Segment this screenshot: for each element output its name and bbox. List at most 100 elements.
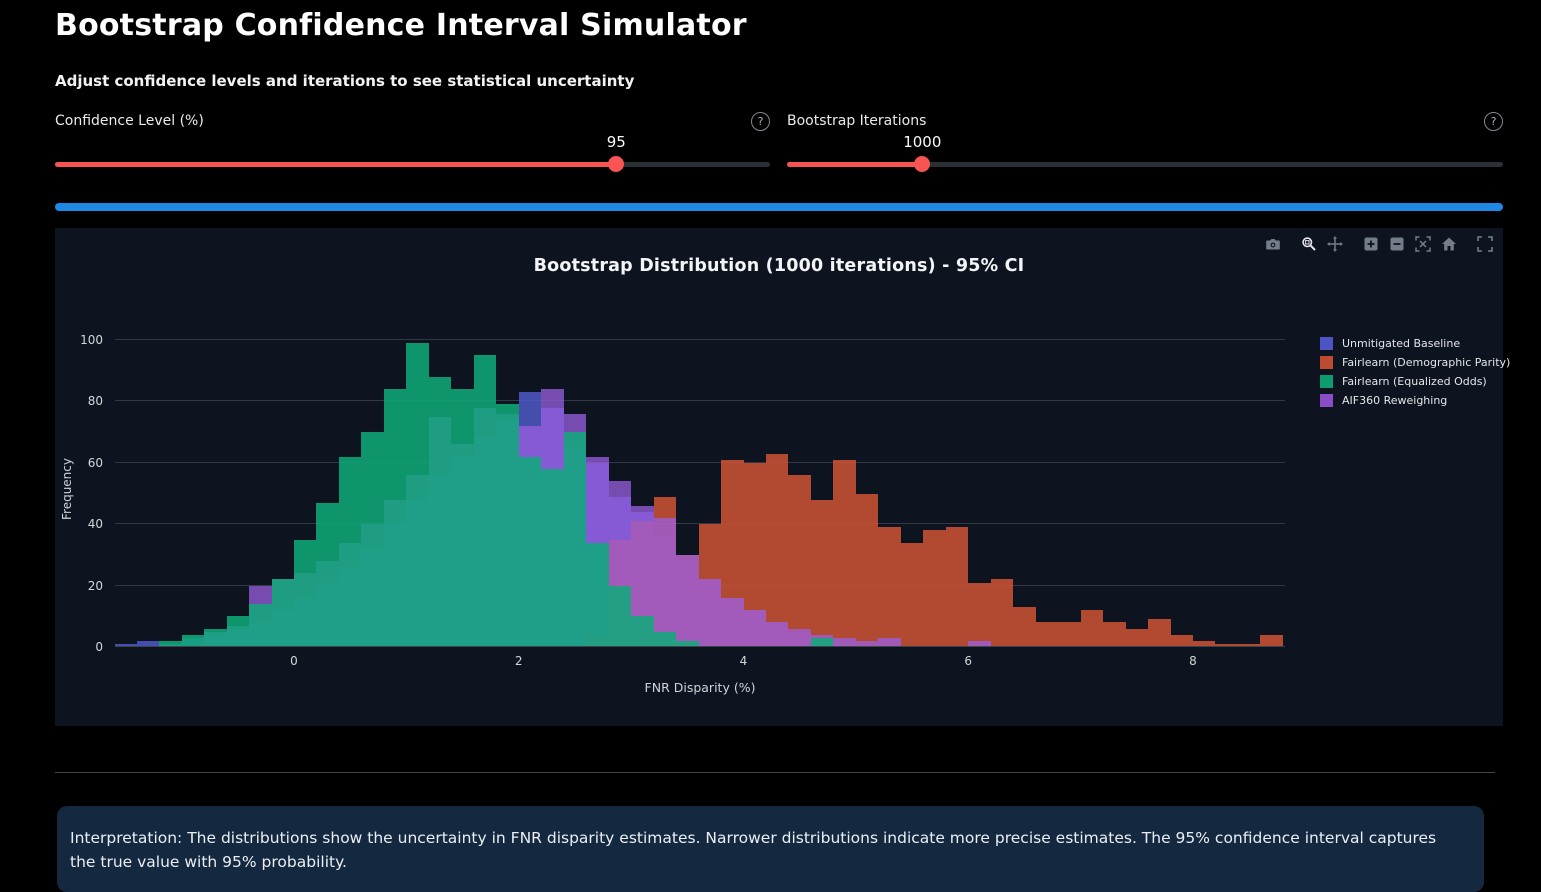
bar-fairlearn-demographic-parity- (1035, 622, 1059, 647)
bar-fairlearn-demographic-parity- (810, 499, 834, 647)
bar-fairlearn-demographic-parity- (1260, 634, 1283, 647)
slider-thumb[interactable] (914, 156, 931, 172)
confidence-level-label: Confidence Level (%) (55, 113, 204, 129)
legend-label: Unmitigated Baseline (1342, 337, 1461, 350)
bar-fairlearn-demographic-parity- (833, 459, 856, 647)
bar-fairlearn-equalized-odds- (181, 634, 205, 647)
y-tick-label: 0 (95, 640, 103, 654)
gridline-y-80 (115, 400, 1285, 402)
bar-fairlearn-equalized-odds- (271, 579, 294, 647)
bar-aif360-reweighing (855, 640, 879, 647)
bar-fairlearn-equalized-odds- (204, 628, 227, 647)
bar-aif360-reweighing (631, 505, 654, 647)
bar-unmitigated-baseline (136, 640, 160, 647)
gridline-y-40 (115, 523, 1285, 525)
bar-fairlearn-equalized-odds- (563, 432, 587, 647)
fullscreen-icon[interactable] (1477, 236, 1493, 252)
bar-fairlearn-equalized-odds- (586, 542, 609, 647)
bootstrap-iterations-control: Bootstrap Iterations ? 1000 (787, 112, 1503, 180)
bar-fairlearn-demographic-parity- (1013, 607, 1036, 647)
bar-fairlearn-equalized-odds- (294, 539, 317, 647)
bar-fairlearn-demographic-parity- (765, 453, 789, 647)
pan-icon[interactable] (1327, 236, 1343, 252)
bar-fairlearn-demographic-parity- (855, 493, 879, 647)
bar-fairlearn-demographic-parity- (743, 462, 766, 647)
y-tick-label: 60 (87, 455, 103, 470)
bar-fairlearn-demographic-parity- (990, 579, 1014, 647)
bar-aif360-reweighing (765, 622, 789, 647)
bar-aif360-reweighing (653, 518, 677, 647)
y-tick-label: 40 (87, 517, 103, 532)
slider-fill (787, 162, 923, 167)
legend-label: AIF360 Reweighing (1342, 394, 1448, 407)
bar-fairlearn-equalized-odds- (428, 376, 452, 647)
bar-fairlearn-demographic-parity- (1058, 622, 1081, 647)
histogram-bars (115, 332, 1285, 647)
x-axis-ticks: 0 2 4 6 8 (115, 654, 1285, 670)
bar-fairlearn-demographic-parity- (1080, 610, 1104, 647)
chart-panel[interactable]: Bootstrap Distribution (1000 iterations)… (55, 228, 1510, 726)
zoom-out-icon[interactable] (1389, 236, 1405, 252)
bar-fairlearn-equalized-odds- (316, 502, 339, 647)
legend-item[interactable]: Fairlearn (Demographic Parity) (1320, 353, 1510, 372)
help-icon[interactable]: ? (1484, 112, 1503, 131)
x-axis-title: FNR Disparity (%) (644, 680, 756, 695)
y-axis-ticks: 0 20 40 60 80 100 (55, 332, 103, 654)
plot-area[interactable] (115, 332, 1285, 647)
bar-fairlearn-demographic-parity- (1103, 622, 1126, 647)
bar-fairlearn-demographic-parity- (1148, 619, 1171, 647)
x-tick-label: 6 (964, 654, 973, 668)
x-tick-label: 2 (514, 654, 523, 668)
bar-fairlearn-equalized-odds- (226, 616, 250, 647)
bar-aif360-reweighing (968, 640, 991, 647)
camera-icon[interactable] (1265, 236, 1281, 252)
chart-title: Bootstrap Distribution (1000 iterations)… (533, 256, 1025, 276)
chart-legend: Unmitigated Baseline Fairlearn (Demograph… (1320, 334, 1510, 410)
y-tick-label: 20 (87, 578, 103, 593)
autoscale-icon[interactable] (1415, 236, 1431, 252)
legend-item[interactable]: AIF360 Reweighing (1320, 391, 1510, 410)
bar-fairlearn-demographic-parity- (788, 475, 811, 647)
bar-unmitigated-baseline (115, 643, 137, 647)
bar-fairlearn-demographic-parity- (1215, 643, 1238, 647)
confidence-level-slider[interactable] (55, 156, 770, 172)
bootstrap-iterations-label: Bootstrap Iterations (787, 113, 927, 129)
bar-aif360-reweighing (788, 628, 811, 647)
slider-thumb[interactable] (608, 156, 625, 172)
reset-axes-icon[interactable] (1441, 236, 1457, 252)
help-icon[interactable]: ? (751, 112, 770, 131)
legend-label: Fairlearn (Demographic Parity) (1342, 356, 1511, 369)
progress-bar (55, 203, 1503, 211)
slider-fill (55, 162, 617, 167)
x-tick-label: 0 (290, 654, 298, 668)
y-tick-label: 80 (87, 394, 103, 409)
bootstrap-iterations-slider[interactable] (787, 156, 1503, 172)
bar-fairlearn-demographic-parity- (1237, 643, 1261, 647)
bar-aif360-reweighing (743, 610, 766, 647)
section-divider (55, 772, 1495, 773)
bar-fairlearn-demographic-parity- (900, 542, 924, 647)
bar-fairlearn-demographic-parity- (1125, 628, 1149, 647)
legend-item[interactable]: Unmitigated Baseline (1320, 334, 1510, 353)
legend-swatch (1320, 337, 1333, 350)
legend-item[interactable]: Fairlearn (Equalized Odds) (1320, 372, 1510, 391)
x-tick-label: 8 (1189, 654, 1197, 668)
page-subtitle: Adjust confidence levels and iterations … (55, 72, 635, 90)
bar-fairlearn-demographic-parity- (878, 527, 901, 647)
slider-track[interactable] (787, 162, 1503, 167)
bar-fairlearn-equalized-odds- (653, 631, 677, 647)
bar-fairlearn-equalized-odds- (496, 404, 519, 647)
legend-swatch (1320, 375, 1333, 388)
zoom-icon[interactable] (1301, 236, 1317, 252)
bootstrap-iterations-value: 1000 (903, 133, 942, 151)
bar-fairlearn-demographic-parity- (1170, 634, 1193, 647)
bar-fairlearn-equalized-odds- (383, 389, 407, 647)
bar-fairlearn-equalized-odds- (518, 456, 542, 647)
zoom-in-icon[interactable] (1363, 236, 1379, 252)
bar-fairlearn-demographic-parity- (1193, 640, 1216, 647)
x-tick-label: 4 (739, 654, 748, 668)
gridline-y-100 (115, 339, 1285, 340)
legend-swatch (1320, 394, 1333, 407)
bar-aif360-reweighing (676, 554, 699, 647)
bar-fairlearn-equalized-odds- (406, 343, 429, 647)
